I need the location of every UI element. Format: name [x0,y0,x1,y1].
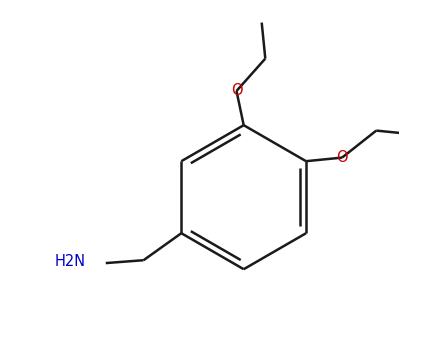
Text: H2N: H2N [55,254,86,269]
Text: O: O [231,84,242,98]
Text: O: O [336,150,348,165]
